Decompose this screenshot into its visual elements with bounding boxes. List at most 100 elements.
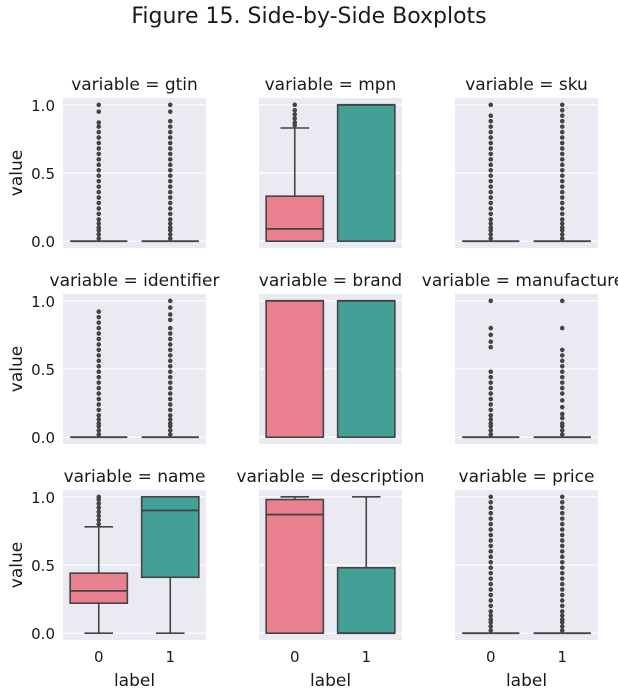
outlier-point <box>559 124 565 129</box>
panel-title: variable = gtin <box>71 75 198 95</box>
outlier-point <box>559 521 565 527</box>
outlier-point <box>488 135 494 140</box>
outlier-point <box>488 609 494 614</box>
x-tick-label: 1 <box>361 648 371 666</box>
outlier-point <box>559 538 565 543</box>
outlier-point <box>488 225 494 230</box>
outlier-point <box>167 109 173 114</box>
outlier-point <box>96 342 102 347</box>
outlier-point <box>488 206 494 211</box>
outlier-point <box>559 178 565 184</box>
outlier-point <box>488 195 494 200</box>
outlier-point <box>96 217 102 222</box>
outlier-point <box>167 358 173 364</box>
y-axis-label: value <box>7 542 27 588</box>
x-tick-label: 0 <box>486 648 496 666</box>
outlier-point <box>488 344 494 350</box>
outlier-point <box>96 195 102 200</box>
outlier-point <box>96 320 102 325</box>
outlier-point <box>488 421 494 426</box>
outlier-point <box>167 305 173 310</box>
outlier-point <box>559 609 565 614</box>
outlier-point <box>167 167 173 173</box>
box-label-1 <box>533 298 591 439</box>
y-tick-label: 0.0 <box>31 625 55 643</box>
box-label-1 <box>336 299 396 438</box>
outlier-point <box>167 195 173 200</box>
outlier-point <box>167 331 173 336</box>
outlier-point <box>167 391 173 396</box>
outlier-point <box>488 221 494 226</box>
outlier-point <box>559 404 565 410</box>
outlier-point <box>488 576 494 581</box>
x-tick-label: 0 <box>290 648 300 666</box>
outlier-point <box>488 102 494 108</box>
y-axis-label: value <box>7 150 27 196</box>
outlier-point <box>96 189 102 195</box>
outlier-point <box>559 617 565 622</box>
outlier-point <box>167 225 173 230</box>
outlier-point <box>96 309 102 315</box>
box <box>336 104 396 242</box>
outlier-point <box>96 151 102 157</box>
box-label-1 <box>533 102 591 243</box>
y-tick-label: 0.0 <box>31 429 55 447</box>
outlier-point <box>559 189 565 195</box>
outlier-point <box>559 107 565 113</box>
panel-title: variable = mpn <box>265 75 397 95</box>
outlier-point <box>559 113 565 119</box>
outlier-point <box>559 385 565 391</box>
outlier-point <box>167 140 173 146</box>
outlier-point <box>559 298 565 304</box>
outlier-point <box>96 200 102 206</box>
outlier-point <box>559 516 565 521</box>
outlier-point <box>488 581 494 587</box>
outlier-point <box>488 521 494 527</box>
outlier-point <box>488 428 494 433</box>
outlier-point <box>559 135 565 140</box>
box <box>69 572 129 604</box>
outlier-point <box>559 151 565 157</box>
outlier-point <box>167 374 173 380</box>
outlier-point <box>167 173 173 179</box>
outlier-point <box>559 559 565 565</box>
outlier-point <box>96 162 102 168</box>
outlier-point <box>488 380 494 385</box>
box-label-0 <box>69 494 129 634</box>
box-label-0 <box>462 102 520 243</box>
outlier-point <box>559 565 565 571</box>
outlier-point <box>488 587 494 592</box>
outlier-point <box>96 211 102 217</box>
outlier-point <box>488 391 494 396</box>
outlier-point <box>488 162 494 168</box>
outlier-point <box>167 417 173 422</box>
x-tick-label: 1 <box>165 648 175 666</box>
outlier-point <box>488 232 494 237</box>
outlier-point <box>488 565 494 571</box>
box <box>336 300 396 438</box>
outlier-point <box>96 221 102 226</box>
outlier-point <box>488 332 494 338</box>
outlier-point <box>292 112 298 117</box>
panel-title: variable = name <box>64 467 206 487</box>
outlier-point <box>559 167 565 173</box>
outlier-point <box>488 413 494 418</box>
outlier-point <box>292 120 298 125</box>
outlier-point <box>167 347 173 353</box>
outlier-point <box>167 342 173 347</box>
outlier-point <box>488 118 494 124</box>
outlier-point <box>488 113 494 119</box>
outlier-point <box>488 624 494 629</box>
outlier-point <box>559 129 565 135</box>
outlier-point <box>167 129 173 135</box>
outlier-point <box>96 517 102 523</box>
outlier-point <box>167 232 173 237</box>
outlier-point <box>167 157 173 162</box>
outlier-point <box>96 135 102 140</box>
panel-9: variable = price 0 1 label <box>455 467 598 691</box>
outlier-point <box>96 206 102 211</box>
outlier-point <box>559 532 565 538</box>
outlier-point <box>559 374 565 380</box>
outlier-point <box>559 380 565 385</box>
outlier-point <box>559 581 565 587</box>
